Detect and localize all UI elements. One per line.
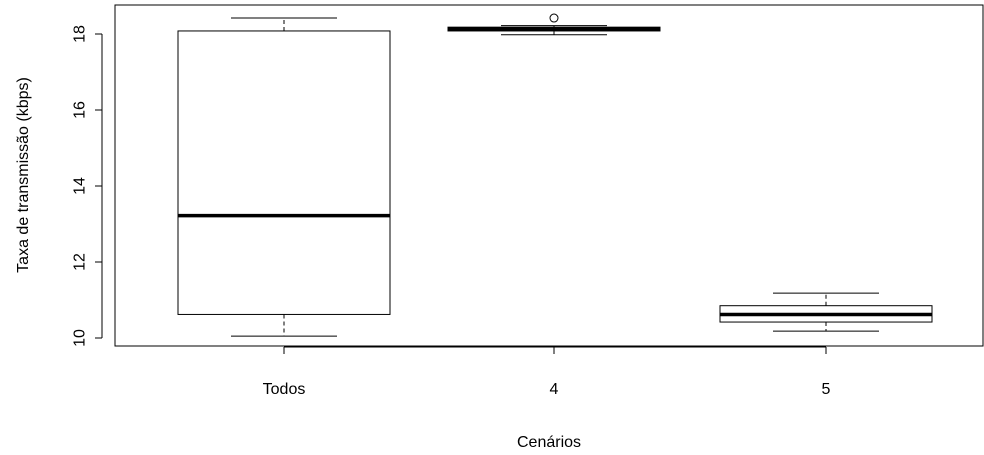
boxes-layer <box>177 13 933 337</box>
x-tick-label-5: 5 <box>822 381 831 398</box>
iqr-box <box>177 30 391 315</box>
y-tick-label-14: 14 <box>72 177 89 195</box>
outlier-point-0 <box>549 13 559 23</box>
plot-frame <box>114 4 984 347</box>
x-tick-label-Todos: Todos <box>263 381 306 398</box>
box-5 <box>719 292 933 332</box>
x-axis-title: Cenários <box>517 434 581 451</box>
y-tick-label-16: 16 <box>72 101 89 119</box>
y-tick-label-18: 18 <box>72 25 89 43</box>
box-Todos <box>177 17 391 337</box>
y-axis: 10 12 14 16 18 <box>72 25 103 347</box>
box-4 <box>447 13 661 36</box>
y-tick-label-10: 10 <box>72 329 89 347</box>
y-tick-label-12: 12 <box>72 253 89 271</box>
x-axis: Todos 4 5 <box>263 346 831 398</box>
y-axis-title: Taxa de transmissão (kbps) <box>15 77 32 273</box>
x-tick-label-4: 4 <box>550 381 559 398</box>
